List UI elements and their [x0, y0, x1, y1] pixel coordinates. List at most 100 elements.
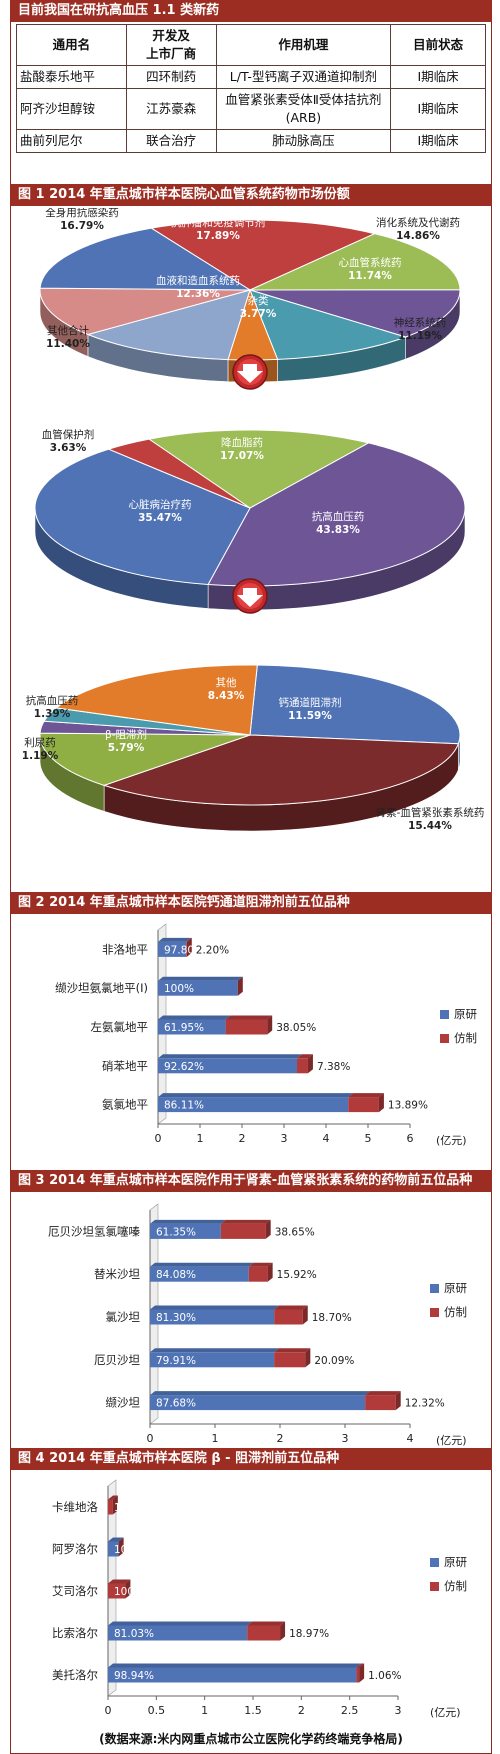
legend-swatch — [430, 1558, 439, 1567]
bar-end — [265, 1219, 271, 1239]
category-label: 替米沙坦 — [94, 1267, 140, 1281]
x-tick-label: 1.5 — [244, 1704, 262, 1717]
slice-label: 消化系统及代谢药 — [376, 216, 460, 229]
bar-top — [108, 1537, 124, 1542]
bar-top — [150, 1262, 254, 1267]
category-label: 非洛地平 — [102, 942, 148, 956]
bar-end — [359, 1663, 365, 1683]
x-tick-label: 2.5 — [341, 1704, 359, 1717]
cell-maker: 江苏豪森 — [125, 88, 217, 130]
category-label: 卡维地洛 — [52, 1500, 98, 1514]
bar-label-original: 87.68% — [156, 1398, 196, 1410]
slice-value-label: 3.63% — [50, 442, 87, 454]
bar-original — [150, 1309, 275, 1325]
cell-mechanism: 肺动脉高压 — [215, 129, 392, 153]
x-tick-label: 3 — [342, 1432, 349, 1445]
slice-value-label: 11.74% — [348, 270, 392, 282]
x-tick-label: 0 — [155, 1132, 162, 1145]
bar-end — [112, 1495, 118, 1515]
x-tick-label: 1 — [197, 1132, 204, 1145]
bar-end — [302, 1305, 308, 1325]
bar-top — [274, 1305, 308, 1310]
bar-end — [186, 937, 192, 957]
slice-label: 利尿药 — [24, 737, 56, 749]
figure-2-title: 图 2 2014 年重点城市样本医院钙通道阻滞剂前五位品种 — [10, 892, 492, 914]
pie-slice — [39, 287, 251, 336]
data-source-note: (数据来源:米内网重点城市公立医院化学药终端竞争格局) — [99, 1732, 403, 1746]
slice-label: 心血管系统药 — [339, 256, 402, 269]
bar-top — [150, 1348, 280, 1353]
slice-value-label: 12.36% — [176, 288, 220, 300]
category-label: 厄贝沙坦 — [94, 1353, 140, 1367]
x-tick-label: 0 — [147, 1432, 154, 1445]
slice-label: 抗高血压药 — [312, 510, 365, 523]
x-tick-label: 4 — [323, 1132, 330, 1145]
x-tick-label: 1 — [201, 1704, 208, 1717]
slice-value-label: 43.83% — [316, 524, 360, 536]
slice-value-label: 5.79% — [108, 742, 145, 754]
bar-original — [108, 1667, 357, 1683]
bar-top — [108, 1621, 253, 1626]
slice-label: 降血脂药 — [221, 436, 263, 449]
bar-label-generic: 13.89% — [388, 1100, 428, 1112]
pie-slice — [249, 233, 461, 291]
table-title: 目前我国在研抗高血压 1.1 类新药 — [10, 0, 492, 22]
x-tick-label: 0 — [105, 1704, 112, 1717]
slice-label: 抗高血压药 — [26, 694, 79, 707]
bar-original — [158, 1019, 226, 1035]
bar-label-original: 98.94% — [114, 1670, 154, 1682]
category-label: 艾司洛尔 — [52, 1584, 98, 1598]
cell-mechanism: L/T-型钙离子双通道抑制剂 — [215, 65, 392, 89]
x-axis-unit: (亿元) — [430, 1706, 461, 1719]
pie-slice — [249, 289, 461, 338]
header-status: 目前状态 — [390, 24, 486, 66]
x-tick-label: 3 — [395, 1704, 402, 1717]
bar-original — [150, 1352, 275, 1368]
bar-original — [150, 1395, 366, 1411]
bar-label-generic: 38.65% — [275, 1226, 315, 1238]
bar-top — [274, 1348, 311, 1353]
bar-top — [225, 1015, 273, 1020]
x-tick-label: 2 — [277, 1432, 284, 1445]
slice-value-label: 3.77% — [240, 308, 277, 320]
bar-original — [108, 1541, 119, 1557]
bar-label-original: 79.91% — [156, 1355, 196, 1367]
slice-value-label: 15.44% — [408, 820, 452, 832]
bar-label-original: 92.62% — [164, 1061, 204, 1073]
slice-label: 肾素-血管紧张素系统药 — [376, 806, 485, 819]
cell-name: 盐酸泰乐地平 — [16, 65, 127, 89]
x-tick-label: 6 — [407, 1132, 414, 1145]
bar-original — [158, 1097, 349, 1113]
slice-label: 其他合计 — [47, 324, 89, 337]
bar-label-generic: 100% — [114, 1586, 144, 1598]
bar-label-original: 100% — [164, 983, 194, 995]
slice-value-label: 11.19% — [398, 330, 442, 342]
bar-label-generic: 100% — [114, 1502, 144, 1514]
legend-label: 仿制 — [444, 1579, 467, 1593]
table-row: 盐酸泰乐地平 四环制药 L/T-型钙离子双通道抑制剂 Ⅰ期临床 — [16, 65, 486, 89]
legend-label: 仿制 — [444, 1305, 467, 1319]
bar-top — [248, 1262, 273, 1267]
bar-end — [118, 1537, 124, 1557]
bar-label-original: 81.30% — [156, 1312, 196, 1324]
slice-value-label: 14.86% — [396, 230, 440, 242]
bar-top — [356, 1663, 365, 1668]
bar-generic — [225, 1019, 268, 1035]
figure-1-title: 图 1 2014 年重点城市样本医院心血管系统药物市场份额 — [10, 184, 492, 206]
slice-value-label: 1.19% — [22, 750, 59, 762]
bar-top — [150, 1305, 280, 1310]
category-label: 硝苯地平 — [102, 1059, 148, 1073]
slice-label: 抗肿瘤和免疫调节剂 — [171, 216, 266, 229]
cell-status: Ⅰ期临床 — [390, 129, 486, 153]
x-tick-label: 3 — [281, 1132, 288, 1145]
bar-label-generic: 15.92% — [277, 1269, 317, 1281]
slice-value-label: 35.47% — [138, 512, 182, 524]
bar-generic — [297, 1058, 308, 1074]
bar-original — [158, 941, 187, 957]
bar-chart-ras: 0 1 2 3 4 (亿元) 厄贝沙坦氢氯噻嗪 61.35% 38.65% 替米沙坦 84.08% 1… — [48, 1203, 467, 1447]
bar-top — [158, 937, 192, 942]
cell-status: Ⅰ期临床 — [390, 88, 486, 130]
bar-top — [108, 1663, 362, 1668]
bar-end — [307, 1054, 313, 1074]
